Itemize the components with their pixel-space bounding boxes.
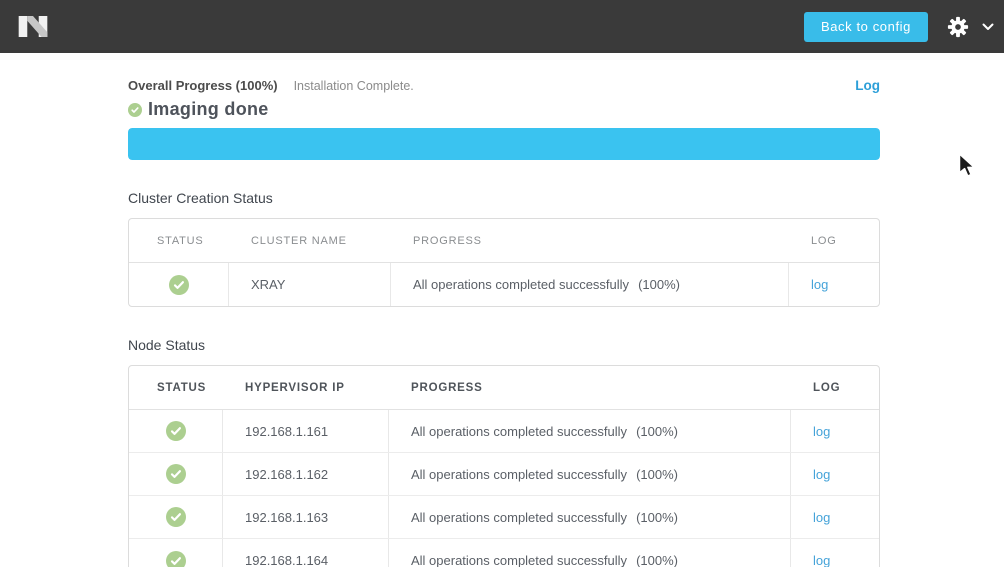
overall-progress-bar — [128, 128, 880, 160]
back-to-config-button[interactable]: Back to config — [803, 11, 928, 42]
progress-cell: All operations completed successfully (10… — [389, 496, 791, 538]
log-link[interactable]: log — [811, 277, 829, 292]
table-row: 192.168.1.164 All operations completed su… — [129, 539, 879, 567]
log-link[interactable]: log — [813, 423, 831, 439]
progress-cell: All operations completed successfully (10… — [391, 263, 789, 306]
mouse-cursor — [956, 153, 978, 182]
column-header-cluster-name: CLUSTER NAME — [251, 234, 347, 247]
installation-status-text: Installation Complete. — [293, 79, 414, 93]
table-row: 192.168.1.161 All operations completed su… — [129, 410, 879, 453]
success-check-icon — [168, 274, 189, 295]
hypervisor_ip-cell: 192.168.1.163 — [223, 496, 389, 538]
progress-text: All operations completed successfully — [411, 466, 628, 482]
progress-bar-fill — [128, 128, 880, 160]
table-row: XRAY All operations completed successfull… — [129, 263, 879, 306]
log-link[interactable]: log — [813, 466, 831, 482]
success-check-icon — [165, 507, 186, 527]
log-cell: log — [791, 453, 879, 495]
cluster-table-body: XRAY All operations completed successfull… — [129, 263, 879, 306]
progress-cell: All operations completed successfully (10… — [389, 539, 791, 567]
status-cell — [129, 263, 229, 306]
progress-text: All operations completed successfully — [413, 277, 630, 292]
column-header-progress: PROGRESS — [413, 234, 482, 247]
cluster_name-cell: XRAY — [229, 263, 391, 306]
success-check-icon — [165, 421, 186, 441]
column-header-log: LOG — [813, 381, 841, 394]
progress-percent: (100%) — [636, 553, 678, 567]
topbar-actions: Back to config — [803, 11, 994, 42]
log-link[interactable]: log — [813, 509, 831, 525]
top-bar: Back to config — [0, 0, 1004, 53]
stage-title: Imaging done — [148, 99, 269, 119]
log-cell: log — [791, 539, 879, 567]
progress-text: All operations completed successfully — [411, 509, 628, 525]
overall-progress-row: Overall Progress (100%) Installation Com… — [128, 78, 880, 93]
progress-percent: (100%) — [638, 277, 680, 292]
table-row: 192.168.1.163 All operations completed su… — [129, 496, 879, 539]
node-table-header: STATUS HYPERVISOR IP PROGRESS LOG — [129, 366, 879, 410]
node-section-title: Node Status — [128, 337, 206, 353]
overall-log-link[interactable]: Log — [855, 78, 880, 93]
column-header-progress: PROGRESS — [411, 381, 483, 394]
progress-percent: (100%) — [636, 423, 678, 439]
overall-progress-title: Overall Progress (100%) — [128, 78, 278, 93]
log-cell: log — [791, 410, 879, 452]
status-cell — [129, 410, 223, 452]
main-content: Overall Progress (100%) Installation Com… — [128, 53, 880, 567]
hypervisor_ip-cell: 192.168.1.164 — [223, 539, 389, 567]
progress-cell: All operations completed successfully (10… — [389, 410, 791, 452]
stage-row: Imaging done — [128, 99, 880, 120]
log-cell: log — [791, 496, 879, 538]
column-header-log: LOG — [811, 234, 837, 247]
status-cell — [129, 539, 223, 567]
nutanix-logo-icon — [18, 16, 48, 37]
progress-text: All operations completed successfully — [411, 423, 628, 439]
column-header-status: STATUS — [157, 234, 204, 247]
status-cell — [129, 496, 223, 538]
log-cell: log — [789, 263, 879, 306]
success-check-icon — [128, 102, 142, 117]
hypervisor_ip-cell: 192.168.1.162 — [223, 453, 389, 495]
success-check-icon — [165, 550, 186, 567]
chevron-down-icon[interactable] — [982, 23, 994, 31]
table-row: 192.168.1.162 All operations completed su… — [129, 453, 879, 496]
progress-text: All operations completed successfully — [411, 553, 628, 567]
column-header-hypervisor-ip: HYPERVISOR IP — [245, 381, 345, 394]
progress-percent: (100%) — [636, 466, 678, 482]
success-check-icon — [165, 464, 186, 484]
hypervisor_ip-cell: 192.168.1.161 — [223, 410, 389, 452]
cluster-table: STATUS CLUSTER NAME PROGRESS LOG XRAY All… — [128, 218, 880, 307]
node-table-body: 192.168.1.161 All operations completed su… — [129, 410, 879, 567]
node-table: STATUS HYPERVISOR IP PROGRESS LOG 192.16… — [128, 365, 880, 567]
progress-cell: All operations completed successfully (10… — [389, 453, 791, 495]
progress-percent: (100%) — [636, 509, 678, 525]
cluster-section-title: Cluster Creation Status — [128, 190, 273, 206]
column-header-status: STATUS — [157, 381, 207, 394]
cluster-table-header: STATUS CLUSTER NAME PROGRESS LOG — [129, 219, 879, 263]
status-cell — [129, 453, 223, 495]
gear-icon[interactable] — [947, 16, 969, 38]
log-link[interactable]: log — [813, 553, 831, 567]
